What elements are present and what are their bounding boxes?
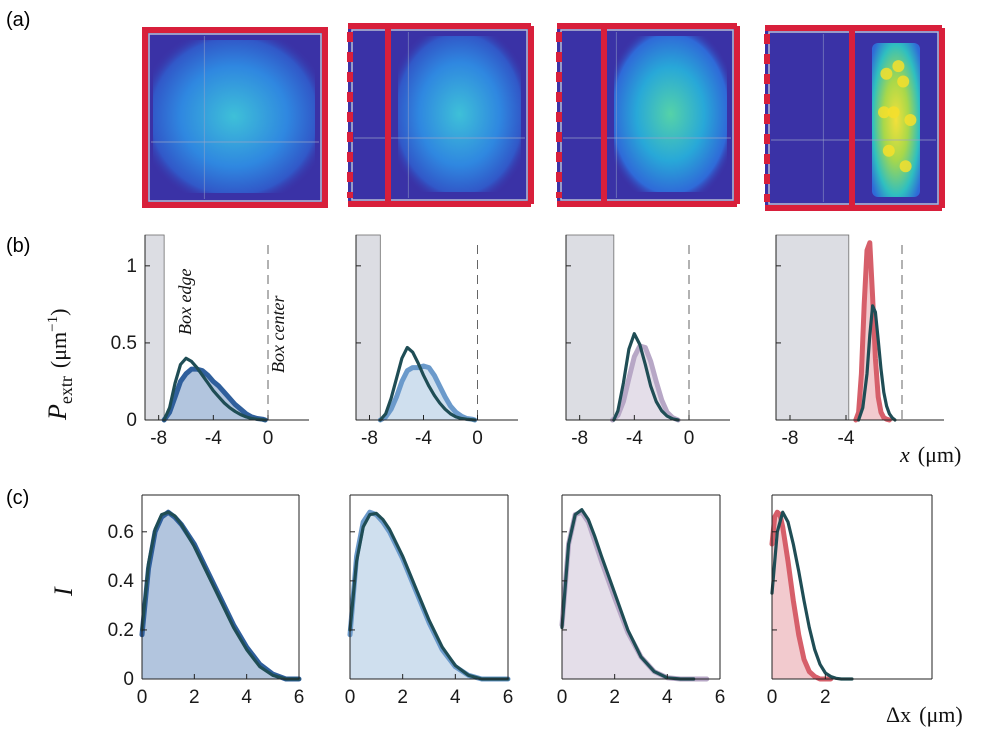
x-title-unit: (μm) <box>919 702 963 727</box>
y-title-unit: (μm <box>46 332 71 368</box>
model-line <box>857 304 897 422</box>
density-hotspot <box>897 75 910 88</box>
x-tick-label: 4 <box>241 687 252 708</box>
x-tick-label: -4 <box>626 428 643 449</box>
x-tick-label: 0 <box>767 687 778 708</box>
density-hotspot <box>878 106 890 119</box>
x-tick-label: -8 <box>361 428 378 449</box>
y-title-main: P <box>43 404 72 421</box>
simulation-line <box>853 240 892 423</box>
wall-region <box>144 234 165 421</box>
x-tick-label: 4 <box>450 687 461 708</box>
wall-region <box>775 234 850 421</box>
wall-region <box>565 234 615 421</box>
x-tick-label: 6 <box>294 687 305 708</box>
subplot-b-4: -8 -4 <box>775 234 944 449</box>
y-tick-label: 0.4 <box>108 571 135 592</box>
x-tick-label: 2 <box>397 687 408 708</box>
panel-label-c: (c) <box>6 487 29 509</box>
model-line <box>378 345 477 422</box>
subplot-b-2: -8 -4 0 <box>355 234 518 449</box>
model-line <box>612 332 680 422</box>
box-edge-annotation: Box edge <box>175 269 195 335</box>
x-title-unit: (μm) <box>918 442 962 467</box>
x-tick-label: 0 <box>472 428 483 449</box>
heatmap-3 <box>556 23 740 207</box>
density-blob <box>614 36 727 192</box>
y-title-close: ) <box>46 309 71 316</box>
panel-label-a: (a) <box>6 9 30 31</box>
panel-label-b: (b) <box>6 235 30 257</box>
subplot-c-3: 0 2 4 6 <box>557 494 726 708</box>
heatmap-4 <box>764 25 945 211</box>
inner-frame <box>148 33 322 202</box>
y-tick-label: 0 <box>126 410 137 431</box>
x-tick-label: -4 <box>205 428 222 449</box>
x-tick-label: 2 <box>609 687 620 708</box>
y-title-sub: extr <box>56 376 76 404</box>
simulation-line <box>161 366 268 423</box>
x-title-var: x <box>899 442 910 467</box>
simulation-area <box>380 366 475 420</box>
simulation-area <box>350 512 508 679</box>
simulation-line <box>377 363 478 423</box>
x-tick-label: 2 <box>820 687 831 708</box>
y-tick-label: 0.6 <box>108 522 134 543</box>
model-line <box>140 510 301 681</box>
x-tick-label: 0 <box>263 428 274 449</box>
box-wall <box>142 27 328 208</box>
x-tick-label: -8 <box>150 428 167 449</box>
y-title-exp: −1 <box>45 316 61 332</box>
x-axis-title-b: x (μm) <box>899 442 961 467</box>
y-tick-label: 0 <box>123 669 134 690</box>
x-tick-label: 0 <box>345 687 356 708</box>
box-center-annotation: Box center <box>268 295 288 373</box>
density-hotspot <box>899 160 912 173</box>
model-line <box>348 511 510 681</box>
simulation-line <box>610 343 681 423</box>
heatmap-2 <box>347 23 534 207</box>
x-tick-label: 2 <box>189 687 200 708</box>
x-tick-label: -8 <box>782 428 799 449</box>
x-tick-label: 4 <box>662 687 673 708</box>
density-hotspot <box>882 144 895 157</box>
wall-region <box>355 234 381 421</box>
x-tick-label: -4 <box>838 428 855 449</box>
subplot-c-2: 0 2 4 6 <box>345 494 514 708</box>
x-tick-label: 0 <box>684 428 695 449</box>
y-axis-title-c: I <box>49 586 78 597</box>
y-tick-label: 0.5 <box>111 333 137 354</box>
y-axis-title-b: Pextr (μm−1) <box>43 309 76 421</box>
x-title-var: Δx <box>886 702 911 727</box>
model-line <box>560 508 696 681</box>
subplot-c-1: 0 2 4 6 0 0.2 0.4 0.6 <box>108 494 305 708</box>
density-hotspot <box>887 106 900 119</box>
heatmap-row <box>142 23 945 211</box>
x-tick-label: -8 <box>571 428 588 449</box>
density-hotspot <box>892 60 905 73</box>
x-axis-title-c: Δx (μm) <box>886 702 963 727</box>
subplot-b-1: -8 -4 0 0 0.5 1 Box edge Box center <box>111 234 309 449</box>
x-tick-label: 0 <box>137 687 148 708</box>
density-blob <box>398 36 521 192</box>
subplot-b-3: -8 -4 0 <box>565 234 730 449</box>
x-tick-label: 0 <box>557 687 568 708</box>
x-tick-label: 6 <box>503 687 514 708</box>
density-hotspot <box>904 114 917 126</box>
density-blob <box>153 40 315 193</box>
simulation-area <box>142 512 299 679</box>
model-line <box>162 356 267 422</box>
x-tick-label: -4 <box>415 428 432 449</box>
x-tick-label: 6 <box>715 687 726 708</box>
simulation-area <box>562 512 707 679</box>
y-tick-label: 0.2 <box>108 620 134 641</box>
density-hotspot <box>880 67 893 80</box>
heatmap-1 <box>142 27 328 208</box>
y-tick-label: 1 <box>126 256 137 277</box>
